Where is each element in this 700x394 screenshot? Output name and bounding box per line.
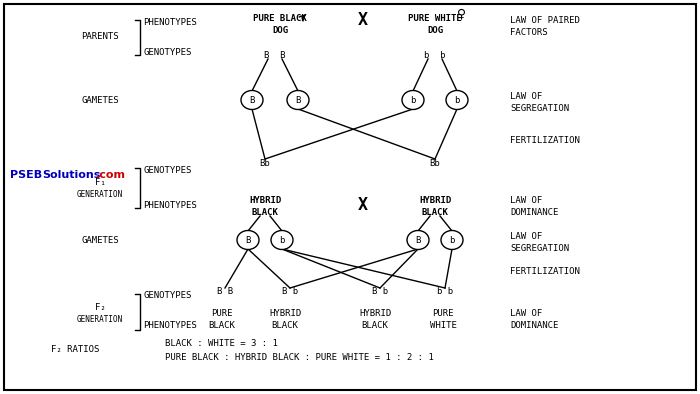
Text: F₂ RATIOS: F₂ RATIOS	[51, 346, 99, 355]
Ellipse shape	[441, 230, 463, 249]
Text: PSEB: PSEB	[10, 170, 42, 180]
Text: WHITE: WHITE	[430, 322, 456, 331]
Text: PHENOTYPES: PHENOTYPES	[143, 17, 197, 26]
Text: BLACK: BLACK	[362, 322, 389, 331]
Text: DOG: DOG	[272, 26, 288, 35]
Text: Bb: Bb	[430, 158, 440, 167]
Text: B: B	[249, 95, 255, 104]
Text: GENERATION: GENERATION	[77, 190, 123, 199]
Text: b: b	[449, 236, 455, 245]
Text: B  B: B B	[265, 50, 286, 59]
Text: LAW OF: LAW OF	[510, 195, 542, 204]
Text: PURE BLACK : HYBRID BLACK : PURE WHITE = 1 : 2 : 1: PURE BLACK : HYBRID BLACK : PURE WHITE =…	[165, 353, 434, 362]
Ellipse shape	[446, 91, 468, 110]
Text: FERTILIZATION: FERTILIZATION	[510, 268, 580, 277]
Text: b: b	[454, 95, 460, 104]
Text: B: B	[415, 236, 421, 245]
Text: F₂: F₂	[94, 303, 106, 312]
Ellipse shape	[407, 230, 429, 249]
Text: PARENTS: PARENTS	[81, 32, 119, 41]
Text: BLACK: BLACK	[272, 322, 298, 331]
Text: LAW OF: LAW OF	[510, 310, 542, 318]
Text: GENOTYPES: GENOTYPES	[143, 292, 191, 301]
Text: PURE: PURE	[433, 310, 454, 318]
Text: DOMINANCE: DOMINANCE	[510, 322, 559, 331]
Text: LAW OF: LAW OF	[510, 91, 542, 100]
Text: Bb: Bb	[260, 158, 270, 167]
Text: FACTORS: FACTORS	[510, 28, 547, 37]
Text: LAW OF PAIRED: LAW OF PAIRED	[510, 15, 580, 24]
Text: SEGREGATION: SEGREGATION	[510, 104, 569, 113]
Text: BLACK: BLACK	[251, 208, 279, 216]
Text: GENOTYPES: GENOTYPES	[143, 165, 191, 175]
Text: BLACK: BLACK	[209, 322, 235, 331]
Text: HYBRID: HYBRID	[249, 195, 281, 204]
Ellipse shape	[271, 230, 293, 249]
Text: HYBRID: HYBRID	[359, 310, 391, 318]
Text: HYBRID: HYBRID	[269, 310, 301, 318]
Text: ♀: ♀	[457, 7, 467, 20]
Text: PHENOTYPES: PHENOTYPES	[143, 320, 197, 329]
Text: GENERATION: GENERATION	[77, 314, 123, 323]
Text: DOG: DOG	[427, 26, 443, 35]
Text: FERTILIZATION: FERTILIZATION	[510, 136, 580, 145]
Text: PURE: PURE	[211, 310, 232, 318]
Text: PHENOTYPES: PHENOTYPES	[143, 201, 197, 210]
Ellipse shape	[402, 91, 424, 110]
Text: DOMINANCE: DOMINANCE	[510, 208, 559, 216]
Ellipse shape	[237, 230, 259, 249]
Text: LAW OF: LAW OF	[510, 232, 542, 240]
Ellipse shape	[287, 91, 309, 110]
Text: F₁: F₁	[94, 178, 106, 186]
Text: PURE WHITE: PURE WHITE	[408, 13, 462, 22]
Text: B: B	[295, 95, 301, 104]
Text: B B: B B	[217, 288, 233, 297]
Text: .com: .com	[96, 170, 126, 180]
Text: B b: B b	[372, 288, 388, 297]
Text: B b: B b	[282, 288, 298, 297]
Text: Solutions: Solutions	[42, 170, 100, 180]
Text: SEGREGATION: SEGREGATION	[510, 243, 569, 253]
Text: B: B	[245, 236, 251, 245]
Text: GAMETES: GAMETES	[81, 236, 119, 245]
Text: GENOTYPES: GENOTYPES	[143, 48, 191, 56]
Text: GAMETES: GAMETES	[81, 95, 119, 104]
Text: HYBRID: HYBRID	[419, 195, 451, 204]
Text: X: X	[358, 196, 368, 214]
Text: BLACK: BLACK	[421, 208, 449, 216]
Text: b: b	[279, 236, 285, 245]
Text: b: b	[410, 95, 416, 104]
Text: BLACK : WHITE = 3 : 1: BLACK : WHITE = 3 : 1	[165, 340, 278, 349]
Ellipse shape	[241, 91, 263, 110]
Text: b  b: b b	[424, 50, 446, 59]
Text: b b: b b	[437, 288, 453, 297]
Text: X: X	[358, 11, 368, 29]
Text: PURE BLACK: PURE BLACK	[253, 13, 307, 22]
